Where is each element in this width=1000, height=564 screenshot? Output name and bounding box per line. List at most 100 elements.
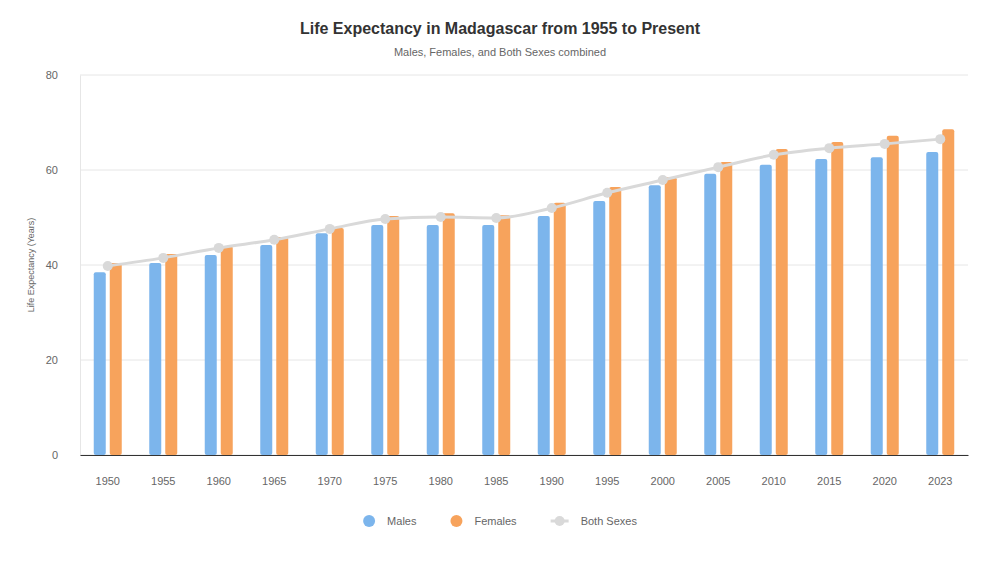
legend-symbol [363, 515, 375, 527]
x-tick-label: 2015 [817, 475, 841, 487]
legend-item[interactable]: Males [363, 515, 417, 527]
line [108, 139, 941, 266]
bar[interactable] [371, 225, 383, 455]
x-tick-label: 1950 [96, 475, 120, 487]
legend-label: Females [474, 515, 517, 527]
x-tick: 2000 [651, 455, 675, 487]
bar[interactable] [649, 185, 661, 455]
bar[interactable] [149, 263, 161, 455]
x-tick-label: 2010 [762, 475, 786, 487]
bar-series [94, 152, 939, 455]
marker[interactable] [380, 214, 390, 224]
x-tick-label: 1980 [429, 475, 453, 487]
bar[interactable] [776, 149, 788, 455]
x-tick-label: 1985 [484, 475, 508, 487]
x-tick-label: 2005 [706, 475, 730, 487]
x-tick-label: 1975 [373, 475, 397, 487]
x-tick: 1995 [595, 455, 619, 487]
y-tick: 0 [52, 449, 80, 461]
x-tick: 1950 [96, 455, 120, 487]
legend-label: Males [387, 515, 417, 527]
y-tick-label: 20 [46, 354, 58, 366]
bar[interactable] [704, 174, 716, 455]
y-axis-title: Life Expectancy (Years) [26, 218, 36, 313]
bar[interactable] [205, 255, 217, 455]
bar[interactable] [871, 157, 883, 455]
legend: Males Females Both Sexes [363, 515, 637, 527]
grid-line [80, 75, 968, 76]
bar[interactable] [332, 228, 344, 455]
bar[interactable] [538, 216, 550, 455]
bar[interactable] [831, 142, 843, 455]
bar[interactable] [443, 213, 455, 455]
bar[interactable] [221, 246, 233, 455]
x-tick: 2010 [762, 455, 786, 487]
legend-item[interactable]: Both Sexes [551, 515, 638, 527]
y-tick: 20 [46, 354, 80, 366]
marker[interactable] [103, 261, 113, 271]
x-tick: 1955 [151, 455, 175, 487]
x-tick: 2005 [706, 455, 730, 487]
y-tick-label: 60 [46, 164, 58, 176]
x-tick: 2023 [928, 455, 952, 487]
x-tick-label: 2023 [928, 475, 952, 487]
y-tick-label: 40 [46, 259, 58, 271]
y-tick-label: 0 [52, 449, 58, 461]
bar[interactable] [593, 201, 605, 455]
bar[interactable] [720, 162, 732, 455]
x-tick: 1975 [373, 455, 397, 487]
bar[interactable] [110, 263, 122, 455]
bar[interactable] [276, 237, 288, 455]
marker[interactable] [880, 139, 890, 149]
bar[interactable] [427, 225, 439, 455]
bar-series [110, 129, 955, 455]
bar[interactable] [316, 233, 328, 455]
marker[interactable] [158, 253, 168, 263]
marker[interactable] [491, 213, 501, 223]
x-tick-label: 1990 [540, 475, 564, 487]
marker[interactable] [824, 143, 834, 153]
bar[interactable] [926, 152, 938, 455]
marker[interactable] [658, 175, 668, 185]
y-tick-label: 80 [46, 69, 58, 81]
x-tick: 1970 [318, 455, 342, 487]
bar[interactable] [554, 203, 566, 455]
bar[interactable] [609, 187, 621, 455]
marker[interactable] [602, 188, 612, 198]
marker[interactable] [214, 243, 224, 253]
bar[interactable] [815, 159, 827, 455]
bar[interactable] [165, 254, 177, 455]
subtitle: Males, Females, and Both Sexes combined [394, 46, 606, 58]
y-tick: 40 [46, 259, 80, 271]
bar[interactable] [665, 177, 677, 455]
x-tick: 2015 [817, 455, 841, 487]
title: Life Expectancy in Madagascar from 1955 … [300, 20, 701, 37]
marker[interactable] [769, 150, 779, 160]
chart: Life Expectancy in Madagascar from 1955 … [0, 0, 1000, 564]
marker[interactable] [547, 203, 557, 213]
y-axis-line [80, 76, 81, 456]
marker[interactable] [713, 162, 723, 172]
grid [80, 75, 968, 455]
marker[interactable] [935, 134, 945, 144]
bar[interactable] [387, 216, 399, 455]
marker[interactable] [436, 212, 446, 222]
y-tick: 60 [46, 164, 80, 176]
bar[interactable] [887, 136, 899, 455]
bar[interactable] [942, 129, 954, 455]
x-tick: 1960 [207, 455, 231, 487]
x-tick-label: 1970 [318, 475, 342, 487]
bar[interactable] [760, 165, 772, 455]
marks [94, 129, 955, 455]
x-tick-label: 2020 [873, 475, 897, 487]
bar[interactable] [498, 215, 510, 455]
marker[interactable] [325, 224, 335, 234]
legend-symbol [555, 516, 565, 526]
legend-item[interactable]: Females [450, 515, 517, 527]
bar[interactable] [482, 225, 494, 455]
bar[interactable] [94, 272, 106, 455]
marker[interactable] [269, 235, 279, 245]
x-tick-label: 1960 [207, 475, 231, 487]
x-tick-label: 1955 [151, 475, 175, 487]
bar[interactable] [260, 245, 272, 455]
